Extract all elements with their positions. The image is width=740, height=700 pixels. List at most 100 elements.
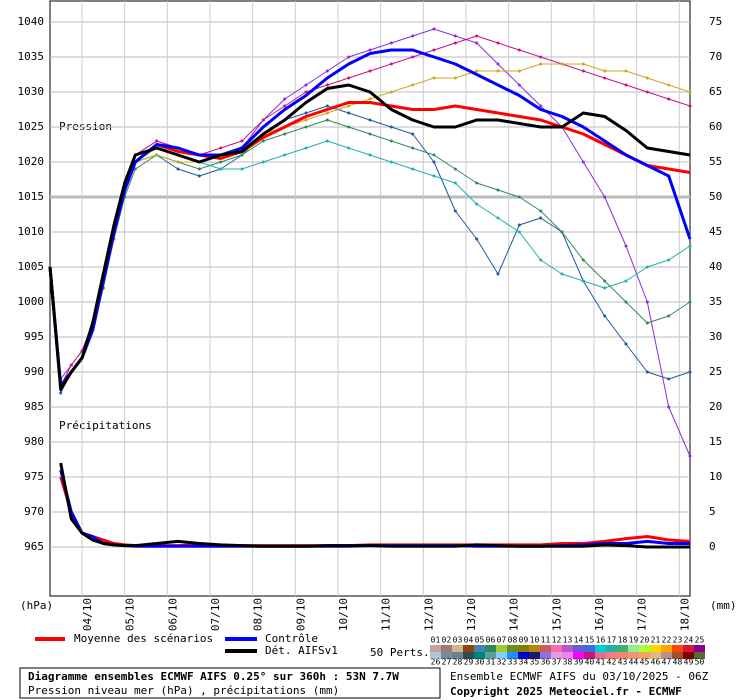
footer-run: Ensemble ECMWF AIFS du 03/10/2025 - 06Z <box>450 670 709 683</box>
point <box>219 167 223 171</box>
y-tick-label: 1030 <box>18 85 45 98</box>
y2-tick-label: 30 <box>709 330 722 343</box>
member-label: 15 <box>585 636 595 645</box>
point <box>517 83 521 87</box>
point <box>325 83 329 87</box>
y2-tick-label: 5 <box>709 505 716 518</box>
point <box>389 125 393 129</box>
member-label: 29 <box>464 658 474 667</box>
point <box>667 97 671 101</box>
member-swatch <box>639 652 650 659</box>
point <box>389 139 393 143</box>
member-swatch <box>694 645 705 652</box>
y2-tick-label: 10 <box>709 470 722 483</box>
y2-tick-label: 25 <box>709 365 722 378</box>
legend-label: Dét. AIFSv1 <box>265 644 338 657</box>
member-swatch <box>617 645 628 652</box>
point <box>496 41 500 45</box>
member-swatch <box>694 652 705 659</box>
point <box>325 118 329 122</box>
x-tick-label: 16/10 <box>593 598 606 631</box>
x-tick-label: 14/10 <box>508 598 521 631</box>
point <box>219 146 223 150</box>
point <box>240 139 244 143</box>
member-swatch <box>595 652 606 659</box>
point <box>688 454 692 458</box>
member-label: 32 <box>497 658 507 667</box>
point <box>368 153 372 157</box>
member-label: 22 <box>662 636 672 645</box>
point <box>475 237 479 241</box>
y2-tick-label: 50 <box>709 190 722 203</box>
member-swatch <box>573 645 584 652</box>
member-label: 42 <box>607 658 617 667</box>
member-swatch <box>474 645 485 652</box>
point <box>347 76 351 80</box>
member-swatch <box>529 652 540 659</box>
point <box>411 132 415 136</box>
y2-tick-label: 65 <box>709 85 722 98</box>
x-tick-label: 10/10 <box>337 598 350 631</box>
member-label: 31 <box>486 658 496 667</box>
member-label: 37 <box>552 658 562 667</box>
member-swatch <box>628 645 639 652</box>
y-tick-label: 1025 <box>18 120 45 133</box>
point <box>389 160 393 164</box>
point <box>432 48 436 52</box>
point <box>325 111 329 115</box>
y-unit: (hPa) <box>20 599 53 612</box>
member-swatch <box>562 645 573 652</box>
point <box>368 69 372 73</box>
y2-tick-label: 20 <box>709 400 722 413</box>
member-swatch <box>441 645 452 652</box>
y2-tick-label: 15 <box>709 435 722 448</box>
point <box>389 90 393 94</box>
point <box>581 279 585 283</box>
point <box>603 76 607 80</box>
member-swatch <box>518 652 529 659</box>
member-swatch <box>540 645 551 652</box>
point <box>261 160 265 164</box>
point <box>667 83 671 87</box>
point <box>155 153 159 157</box>
y-tick-label: 975 <box>24 470 44 483</box>
point <box>624 83 628 87</box>
precip-line <box>59 462 690 549</box>
x-tick-label: 13/10 <box>465 598 478 631</box>
member-swatch <box>485 652 496 659</box>
y-tick-label: 990 <box>24 365 44 378</box>
x-tick-label: 17/10 <box>636 598 649 631</box>
point <box>688 90 692 94</box>
member-swatch <box>507 645 518 652</box>
point <box>603 314 607 318</box>
point <box>347 125 351 129</box>
member-label: 04 <box>464 636 474 645</box>
member-swatch <box>551 652 562 659</box>
member-swatch <box>452 652 463 659</box>
point <box>240 167 244 171</box>
y2-tick-label: 40 <box>709 260 722 273</box>
point <box>667 377 671 381</box>
member-label: 24 <box>684 636 694 645</box>
point <box>197 174 201 178</box>
member-swatch <box>683 645 694 652</box>
point <box>645 76 649 80</box>
point <box>453 181 457 185</box>
point <box>347 146 351 150</box>
point <box>517 69 521 73</box>
member-swatch <box>650 645 661 652</box>
point <box>517 223 521 227</box>
point <box>283 132 287 136</box>
y2-tick-label: 45 <box>709 225 722 238</box>
member-swatch <box>639 645 650 652</box>
point <box>645 265 649 269</box>
point <box>645 300 649 304</box>
point <box>603 69 607 73</box>
precip-label: Précipitations <box>59 419 152 432</box>
point <box>539 104 543 108</box>
x-tick-label: 08/10 <box>252 598 265 631</box>
pressure-line <box>48 83 691 391</box>
member-swatch <box>595 645 606 652</box>
member-label: 34 <box>519 658 529 667</box>
member-label: 10 <box>530 636 540 645</box>
